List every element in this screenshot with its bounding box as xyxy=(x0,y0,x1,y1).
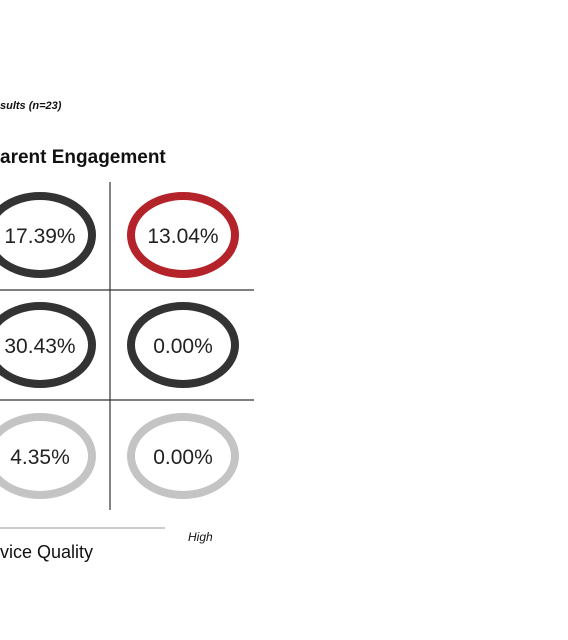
matrix-cell: 13.04% xyxy=(127,192,239,278)
cell-ring xyxy=(127,413,239,499)
matrix-cell: 30.43% xyxy=(0,302,96,388)
cell-value-label: 13.04% xyxy=(147,225,218,248)
cell-value-label: 30.43% xyxy=(4,335,75,358)
chart-title: arent Engagement xyxy=(0,147,166,168)
cell-value-label: 0.00% xyxy=(153,446,213,469)
cell-value-label: 0.00% xyxy=(153,335,213,358)
cell-ring xyxy=(127,192,239,278)
x-axis-label: vice Quality xyxy=(0,542,94,562)
cell-value-label: 17.39% xyxy=(4,225,75,248)
cells-layer: 17.39% 13.04% 30.43% 0.00% 4.35% 0.00% xyxy=(0,192,239,499)
matrix-cell: 17.39% xyxy=(0,192,96,278)
x-axis-high-label: High xyxy=(188,530,213,544)
matrix-cell: 0.00% xyxy=(127,302,239,388)
matrix-cell: 4.35% xyxy=(0,413,96,499)
cell-ring xyxy=(0,413,96,499)
cell-ring xyxy=(127,302,239,388)
matrix-cell: 0.00% xyxy=(127,413,239,499)
chart-subtitle: sults (n=23) xyxy=(0,100,62,112)
cell-ring xyxy=(0,192,96,278)
cell-ring xyxy=(0,302,96,388)
cell-value-label: 4.35% xyxy=(10,446,70,469)
